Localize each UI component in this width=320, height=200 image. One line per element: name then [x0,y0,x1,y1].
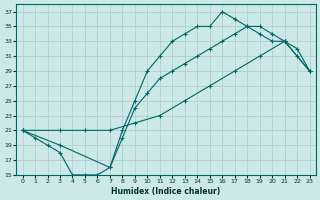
X-axis label: Humidex (Indice chaleur): Humidex (Indice chaleur) [111,187,221,196]
